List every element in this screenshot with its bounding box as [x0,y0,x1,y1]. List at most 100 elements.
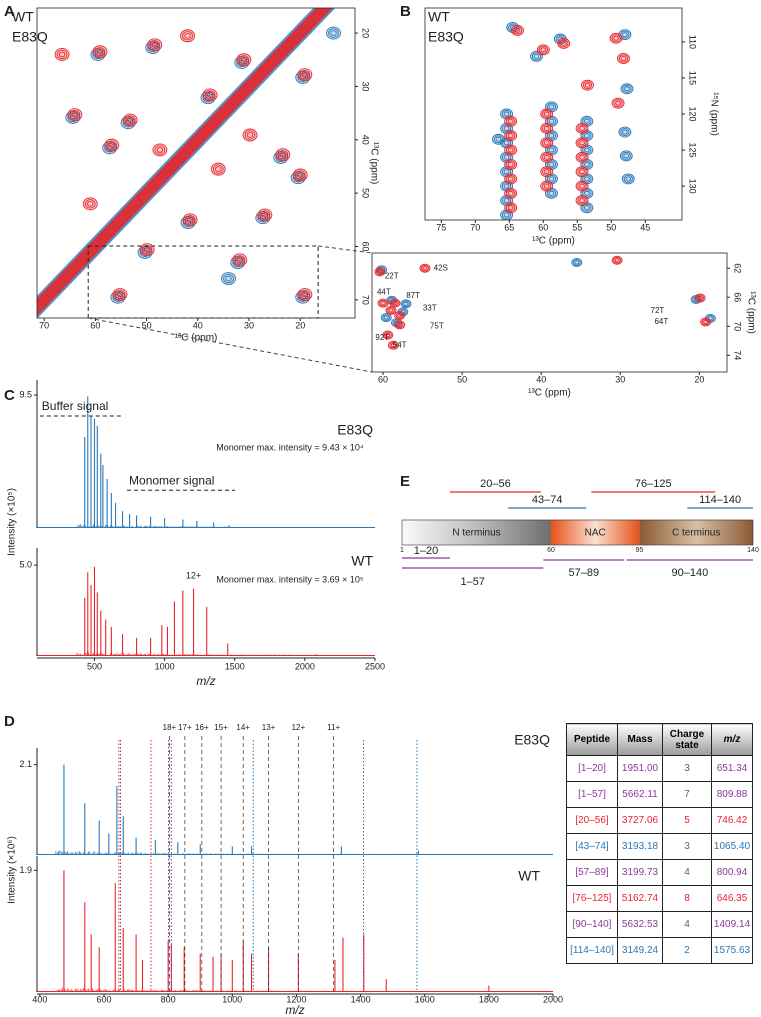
table-cell: [57–89] [566,859,618,886]
table-cell: 5662.11 [617,781,663,808]
x-tick-label: 1200 [286,994,306,1004]
peak-contour [419,263,431,273]
x-tick-label: 800 [161,994,176,1004]
legend-label: E83Q [428,29,464,45]
peak-contour [557,37,571,49]
x-tick-label: 400 [32,994,47,1004]
y-tick-label: 40 [361,135,371,145]
charge-label: 18+ [163,723,177,732]
domain-region [550,520,640,545]
x-axis-label: m/z [285,1003,304,1017]
y-axis-label: Intensity (×10⁶) [7,836,18,904]
table-cell: 809.88 [711,781,753,808]
y-tick-label: 1.9 [19,865,32,875]
y-tick-label: 110 [688,35,698,49]
peak-contour [297,68,313,82]
peak-contour [67,108,83,122]
plot-area [491,22,635,220]
peptide-label: 1–57 [460,576,484,588]
legend-label: E83Q [12,29,48,45]
table-cell: [76–125] [566,885,618,912]
peak-contour [54,47,70,61]
x-tick-label: 65 [504,222,514,232]
peak-contour [236,53,252,67]
peak-contour [257,208,273,222]
table-cell: 5162.74 [617,885,663,912]
x-axis-label: ¹³C (ppm) [532,236,575,247]
peak-contour [536,44,550,56]
peak-contour [180,29,196,43]
annotation: 64T [654,317,668,326]
legend-label: E83Q [514,732,550,748]
table-cell: 4 [662,859,712,886]
domain-region [402,520,551,545]
legend-label: E83Q [337,422,373,438]
peak-contour [511,24,524,36]
table-cell: 5 [662,807,712,834]
table-row: [1–57] 5662.11 7 809.88 [566,781,753,808]
legend-label: WT [351,553,373,569]
table-cell: [1–57] [566,781,618,808]
peak-contour [700,317,712,327]
table-row: [1–20] 1951.00 3 651.34 [566,755,753,782]
panel-label: C [4,387,15,404]
table-cell: 7 [662,781,712,808]
table-cell: 3 [662,755,712,782]
peak-contour [540,137,554,149]
y-axis-label: Intensity (×10⁵) [7,488,18,556]
annotation: 87T [406,291,420,300]
zoom-connector [318,245,373,254]
annotation: 54T [393,340,407,349]
table-cell: 3149.24 [617,937,663,964]
y-tick-label: 115 [688,71,698,85]
table-row: [114–140] 3149.24 2 1575.63 [566,937,753,964]
panel-label: A [4,3,15,20]
table-cell: [114–140] [566,937,618,964]
plot-area [37,8,341,318]
table-cell: 3727.06 [617,807,663,834]
domain-label: NAC [585,528,606,539]
residue-tick: 60 [547,547,555,554]
plot-area [37,764,553,855]
table-cell: 8 [662,885,712,912]
panel-label: B [400,3,411,20]
residue-tick: 95 [635,547,643,554]
peak-contour [389,298,401,308]
peak-contour [152,143,168,157]
annotation: Monomer max. intensity = 9.43 × 10⁴ [216,443,364,453]
peptide-table: Peptide Mass Charge state m/z [1–20] 1951… [566,723,753,964]
y-axis-label: ¹³C (ppm) [368,142,379,185]
annotation: 75T [430,321,444,330]
y-tick-label: 70 [361,295,371,305]
x-tick-label: 50 [606,222,616,232]
annotation: 44T [377,287,391,296]
annotation: Buffer signal [42,399,109,413]
y-tick-label: 2.1 [19,759,32,769]
x-tick-label: 20 [295,320,305,330]
peak-contour [374,267,386,277]
table-cell: [43–74] [566,833,618,860]
peak-contour [202,88,218,102]
peak-contour [575,166,589,178]
legend-label: WT [518,868,540,884]
y-axis-label: ¹⁵N (ppm) [708,92,719,136]
x-tick-label: 2000 [543,994,563,1004]
peak-contour [504,144,518,156]
y-tick-label: 20 [361,28,371,38]
y-tick-label: 66 [733,292,743,302]
x-tick-label: 2000 [295,661,315,671]
x-tick-label: 1000 [222,994,242,1004]
peak-contour [297,288,313,301]
zoom-connector [88,317,373,373]
x-tick-label: 70 [39,320,49,330]
y-tick-label: 9.5 [19,389,32,399]
x-tick-label: 60 [538,222,548,232]
residue-tick: 140 [747,547,759,554]
domain-outline [401,519,754,546]
x-tick-label: 30 [244,320,254,330]
charge-label: 14+ [236,723,250,732]
annotation: 92T [375,333,389,342]
y-tick-label: 60 [361,241,371,251]
peptide-label: 20–56 [480,478,511,490]
peak-contour [575,137,589,149]
